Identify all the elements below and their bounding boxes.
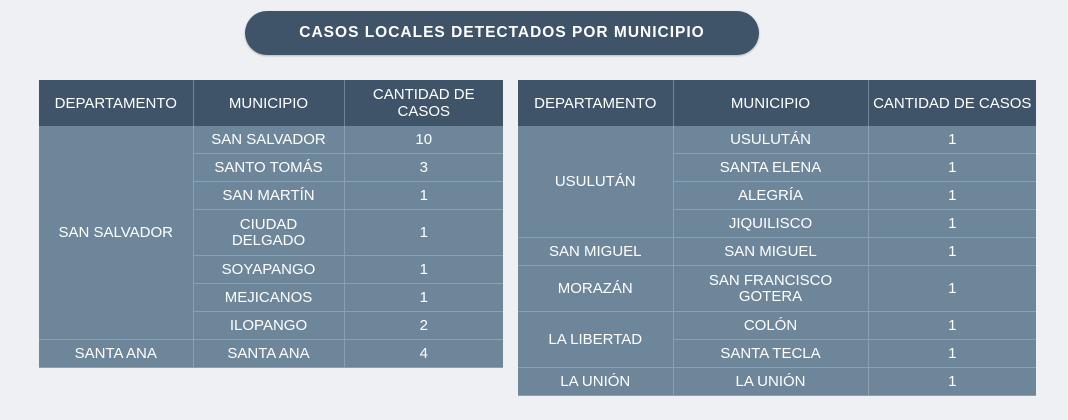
casos-cell: 1 [344,209,503,256]
table-row: SANTA ANA SANTA ANA 4 [39,339,503,368]
casos-cell: 1 [868,237,1036,266]
header-cantidad: CANTIDAD DE CASOS [344,80,503,126]
table-row: SANTA TECLA 1 [518,339,1036,368]
municipio-cell: ILOPANGO [193,311,345,340]
cases-table-right: DEPARTAMENTO MUNICIPIO CANTIDAD DE CASOS… [518,80,1036,396]
municipio-cell: SANTA ANA [193,339,345,368]
municipio-cell: SAN FRANCISCO GOTERA [673,265,869,312]
table-row: ALEGRÍA 1 [518,181,1036,210]
casos-cell: 1 [868,265,1036,312]
table-row: SAN SALVADOR SAN SALVADOR 10 [39,126,503,340]
dept-cell: SAN MIGUEL [518,237,674,266]
casos-cell: 1 [868,126,1036,154]
dept-cell: LA LIBERTAD [518,311,674,368]
header-departamento: DEPARTAMENTO [39,80,194,126]
municipio-cell: CIUDAD DELGADO [193,209,345,256]
table-row: USULUTÁN USULUTÁN 1 [518,126,1036,238]
table-header-row: DEPARTAMENTO MUNICIPIO CANTIDAD DE CASOS [518,80,1036,126]
dept-cell: MORAZÁN [518,265,674,312]
dept-cell: SANTA ANA [39,339,194,368]
table-row: LA UNIÓN LA UNIÓN 1 [518,367,1036,396]
table-row: MORAZÁN SAN FRANCISCO GOTERA 1 [518,265,1036,312]
casos-cell: 1 [868,339,1036,368]
casos-cell: 1 [868,153,1036,182]
casos-cell: 3 [344,153,503,182]
header-departamento: DEPARTAMENTO [518,80,674,126]
table-header-row: DEPARTAMENTO MUNICIPIO CANTIDAD DE CASOS [39,80,503,126]
header-cantidad: CANTIDAD DE CASOS [868,80,1036,126]
municipio-cell: MEJICANOS [193,283,345,312]
cases-table-left: DEPARTAMENTO MUNICIPIO CANTIDAD DE CASOS… [39,80,503,368]
casos-cell: 1 [868,181,1036,210]
table-row: SAN MARTÍN 1 [39,181,503,210]
municipio-cell: SAN SALVADOR [193,126,345,154]
table-row: ILOPANGO 2 [39,311,503,340]
municipio-cell: JIQUILISCO [673,209,869,238]
municipio-cell: ALEGRÍA [673,181,869,210]
municipio-cell: SOYAPANGO [193,255,345,284]
municipio-cell: SAN MIGUEL [673,237,869,266]
header-municipio: MUNICIPIO [673,80,869,126]
casos-cell: 1 [868,367,1036,396]
casos-cell: 1 [344,255,503,284]
table-row: SANTA ELENA 1 [518,153,1036,182]
casos-cell: 1 [868,209,1036,238]
table-row: JIQUILISCO 1 [518,209,1036,238]
casos-cell: 10 [344,126,503,154]
municipio-cell: LA UNIÓN [673,367,869,396]
table-row: LA LIBERTAD COLÓN 1 [518,311,1036,368]
municipio-cell: USULUTÁN [673,126,869,154]
table-row: MEJICANOS 1 [39,283,503,312]
municipio-cell: SANTA ELENA [673,153,869,182]
table-row: SAN MIGUEL SAN MIGUEL 1 [518,237,1036,266]
dept-cell: SAN SALVADOR [39,126,194,340]
table-row: CIUDAD DELGADO 1 [39,209,503,256]
municipio-cell: COLÓN [673,311,869,340]
dept-cell: LA UNIÓN [518,367,674,396]
municipio-cell: SAN MARTÍN [193,181,345,210]
casos-cell: 1 [344,283,503,312]
casos-cell: 1 [868,311,1036,340]
casos-cell: 4 [344,339,503,368]
table-row: SANTO TOMÁS 3 [39,153,503,182]
dept-cell: USULUTÁN [518,126,674,238]
casos-cell: 2 [344,311,503,340]
table-row: SOYAPANGO 1 [39,255,503,284]
page-title: CASOS LOCALES DETECTADOS POR MUNICIPIO [245,11,759,55]
casos-cell: 1 [344,181,503,210]
header-municipio: MUNICIPIO [193,80,345,126]
municipio-cell: SANTA TECLA [673,339,869,368]
municipio-cell: SANTO TOMÁS [193,153,345,182]
